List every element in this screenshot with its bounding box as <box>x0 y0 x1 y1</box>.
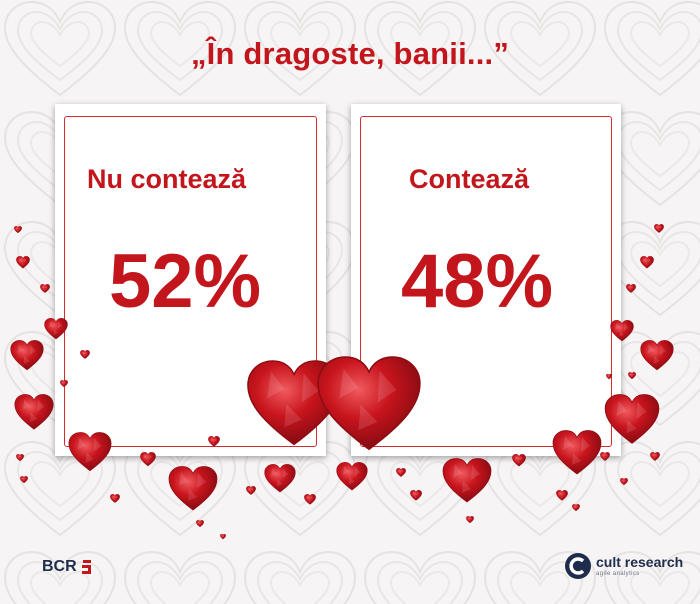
bcr-logo-text: BCR <box>42 558 77 575</box>
cult-research-tagline: agile analytics <box>596 571 640 577</box>
page-title: „În dragoste, banii...” <box>190 36 510 71</box>
card-percentage: 48% <box>401 239 554 324</box>
cult-research-logo-icon <box>564 552 592 580</box>
card-border <box>64 116 317 447</box>
card-label: Nu contează <box>87 164 247 194</box>
card-nu-conteaza: Nu contează 52% <box>55 104 326 456</box>
card-border <box>360 116 612 447</box>
cult-research-name: cult research <box>596 554 684 570</box>
card-conteaza: Contează 48% <box>351 104 621 456</box>
bcr-logo-icon <box>80 559 93 575</box>
card-percentage: 52% <box>109 239 262 324</box>
card-label: Contează <box>409 164 530 194</box>
cult-research-logo: cult research agile analytics <box>564 552 683 580</box>
bcr-logo: BCR <box>42 558 93 576</box>
